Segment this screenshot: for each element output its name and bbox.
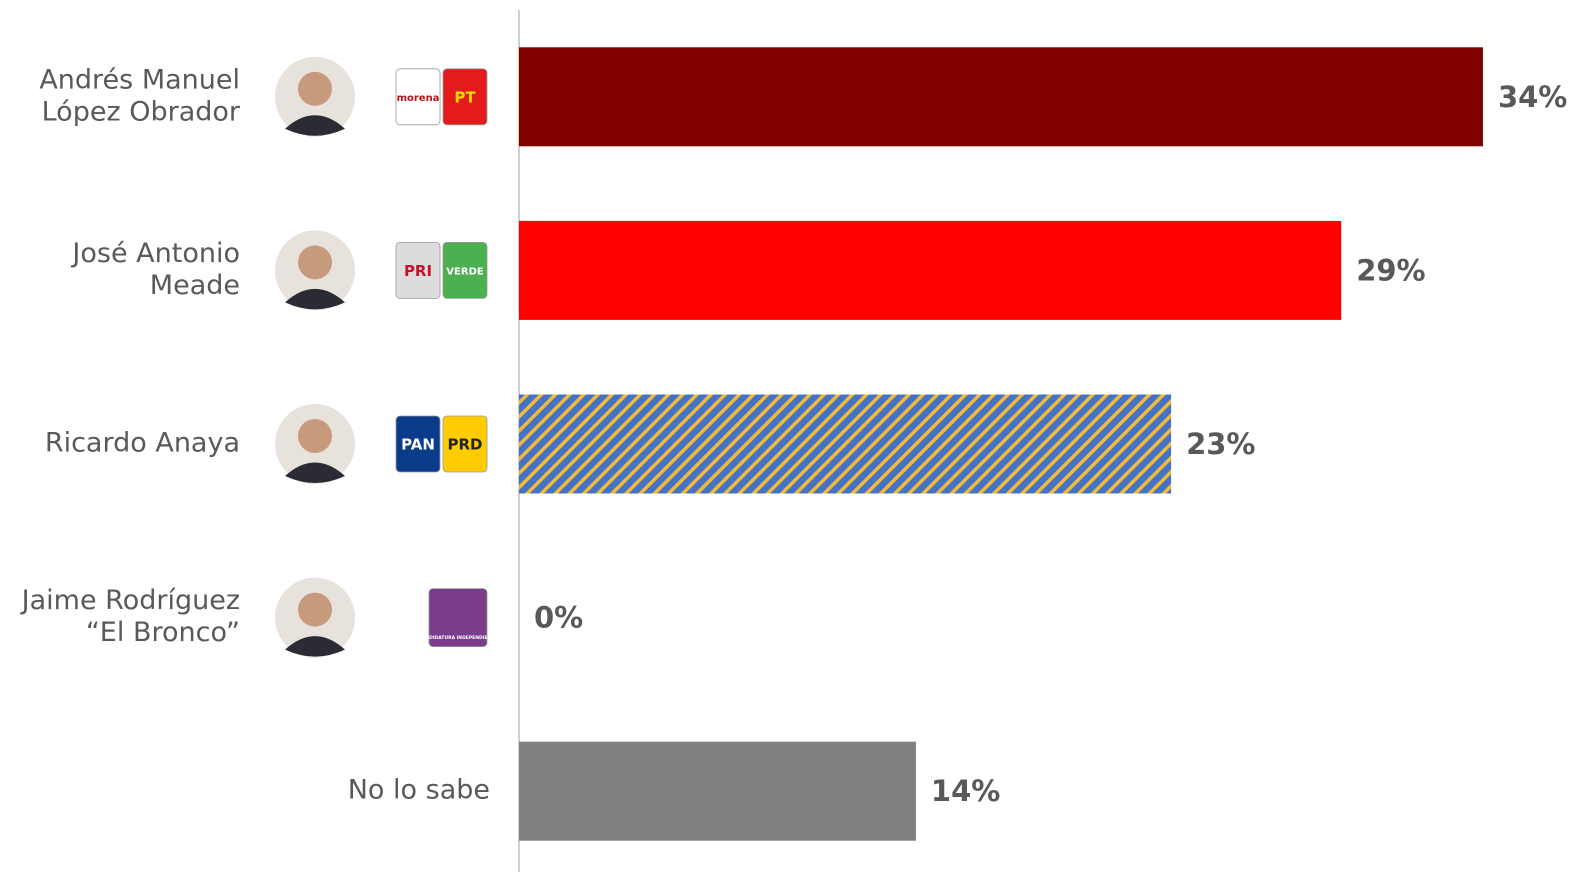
party-logo — [442, 68, 488, 126]
bar — [519, 220, 1342, 320]
category-label: Meade — [150, 270, 240, 301]
value-label: 0% — [534, 601, 583, 635]
party-logo — [395, 241, 441, 299]
category-label: No lo sabe — [348, 775, 490, 806]
party-logo-text: PRD — [448, 436, 483, 454]
bar — [519, 741, 916, 841]
category-label: Andrés Manuel — [39, 64, 240, 95]
bar — [519, 394, 1172, 494]
value-label: 23% — [1186, 427, 1255, 461]
value-label: 14% — [931, 774, 1000, 808]
category-label: “El Bronco” — [86, 617, 240, 648]
party-logo — [442, 415, 488, 473]
category-label: José Antonio — [70, 238, 240, 269]
candidate-photo — [275, 56, 355, 137]
candidate-photo — [275, 577, 355, 658]
category-label: Jaime Rodríguez — [20, 585, 240, 616]
photo-suit — [285, 462, 345, 483]
photo-head — [298, 71, 332, 106]
party-logo-text: PT — [454, 88, 476, 106]
candidate-photo — [275, 230, 355, 311]
party-logo — [395, 68, 441, 126]
bar — [519, 47, 1483, 147]
photo-suit — [285, 115, 345, 136]
party-logo-text: VERDE — [446, 266, 484, 277]
party-logo-text: PRI — [404, 262, 432, 280]
category-label: López Obrador — [42, 96, 241, 127]
photo-head — [298, 419, 332, 453]
photo-head — [298, 245, 332, 280]
photo-head — [298, 592, 332, 627]
photo-suit — [285, 288, 345, 310]
party-logo-text: morena — [397, 93, 440, 104]
party-logo — [442, 241, 488, 299]
value-label: 29% — [1356, 253, 1425, 287]
party-logo — [395, 415, 441, 473]
category-label: Ricardo Anaya — [45, 428, 240, 459]
party-logo-text: PAN — [401, 436, 435, 454]
photo-suit — [285, 636, 345, 657]
party-logo — [428, 588, 488, 647]
value-label: 34% — [1498, 80, 1567, 114]
candidate-photo — [275, 404, 355, 484]
party-logo-text: CANDIDATURA INDEPENDIENTE — [419, 635, 498, 641]
